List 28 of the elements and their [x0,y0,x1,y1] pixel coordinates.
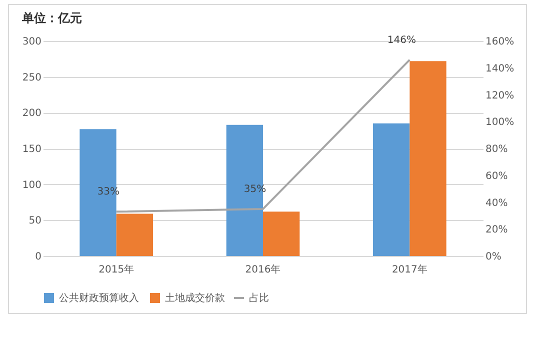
y2-tick-label: 160% [486,36,514,48]
y-tick-label: 300 [22,36,42,48]
x-tick-label: 2015年 [98,264,134,276]
bar [116,214,153,256]
y-tick-label: 250 [22,72,42,84]
y-tick-label: 50 [28,216,42,227]
x-tick-label: 2017年 [392,264,428,276]
y-tick-label: 150 [22,144,42,155]
bar [263,212,300,256]
legend-label: 公共财政预算收入 [59,292,139,304]
y-tick-label: 200 [22,108,42,120]
y-tick-label: 0 [35,252,42,262]
y2-tick-label: 120% [486,90,514,102]
bar [373,123,410,256]
y2-tick-label: 60% [486,170,508,182]
bar [410,61,446,256]
y-tick-label: 100 [22,180,42,191]
legend-label: 土地成交价款 [165,292,225,304]
y2-tick-label: 40% [486,198,508,209]
y2-tick-label: 80% [486,144,508,155]
legend-label: 占比 [249,292,269,304]
x-tick-label: 2016年 [245,264,281,276]
data-label: 146% [387,34,416,46]
y2-tick-label: 100% [486,117,514,128]
chart-title: 单位：亿元 [20,10,82,25]
y2-tick-label: 0% [486,252,502,262]
y2-tick-label: 140% [486,63,514,74]
y2-tick-label: 20% [486,224,508,236]
